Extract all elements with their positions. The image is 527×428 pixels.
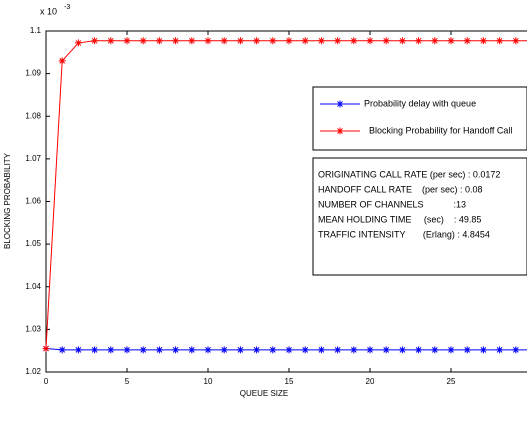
annotation: ORIGINATING CALL RATE (per sec) : 0.0172 — [318, 169, 500, 179]
x-tick-label: 25 — [447, 377, 456, 386]
legend-box — [312, 86, 527, 151]
data-point — [74, 39, 82, 47]
data-point — [285, 37, 293, 45]
legend-marker — [336, 127, 344, 135]
data-point — [301, 37, 309, 45]
annotation: NUMBER OF CHANNELS :13 — [318, 199, 466, 209]
x-tick-label: 15 — [285, 377, 294, 386]
y-tick-label: 1.06 — [25, 197, 41, 206]
data-point — [366, 37, 374, 45]
data-point — [463, 37, 471, 45]
annotation: HANDOFF CALL RATE (per sec) : 0.08 — [318, 184, 483, 194]
data-point — [431, 346, 439, 354]
data-point — [188, 37, 196, 45]
y-tick-label: 1.02 — [25, 367, 41, 376]
data-point — [107, 346, 115, 354]
y-tick-label: 1.1 — [30, 26, 42, 35]
data-point — [204, 37, 212, 45]
data-point — [447, 37, 455, 45]
data-point — [496, 37, 504, 45]
data-point — [58, 346, 66, 354]
data-point — [204, 346, 212, 354]
data-point — [42, 345, 50, 353]
data-point — [172, 346, 180, 354]
data-point — [123, 37, 131, 45]
data-point — [317, 37, 325, 45]
data-point — [107, 37, 115, 45]
data-point — [74, 346, 82, 354]
data-point — [220, 346, 228, 354]
y-tick-label: 1.08 — [25, 111, 41, 120]
x-tick-label: 0 — [44, 377, 49, 386]
legend-marker — [336, 100, 344, 108]
data-point — [139, 346, 147, 354]
y-tick-label: 1.03 — [25, 324, 41, 333]
annotation-box — [312, 157, 527, 276]
data-point — [58, 57, 66, 65]
data-point — [334, 37, 342, 45]
data-point — [382, 346, 390, 354]
data-point — [123, 346, 131, 354]
legend-label: Blocking Probability for Handoff Call — [369, 125, 512, 135]
data-point — [285, 346, 293, 354]
data-point — [91, 346, 99, 354]
x-tick-label: 10 — [204, 377, 213, 386]
y-tick-label: 1.05 — [25, 239, 41, 248]
x-axis-label: QUEUE SIZE — [240, 389, 288, 398]
x-tick-label: 5 — [125, 377, 130, 386]
data-point — [301, 346, 309, 354]
data-point — [463, 346, 471, 354]
data-point — [172, 37, 180, 45]
data-point — [415, 37, 423, 45]
data-point — [253, 37, 261, 45]
data-point — [512, 346, 520, 354]
data-point — [236, 346, 244, 354]
data-point — [382, 37, 390, 45]
data-point — [350, 37, 358, 45]
data-point — [415, 346, 423, 354]
y-multiplier-exponent: -3 — [64, 4, 70, 11]
data-point — [512, 37, 520, 45]
data-point — [269, 37, 277, 45]
legend-label: Probability delay with queue — [364, 98, 476, 108]
data-point — [269, 346, 277, 354]
data-point — [431, 37, 439, 45]
data-point — [317, 346, 325, 354]
data-point — [350, 346, 358, 354]
data-point — [366, 346, 374, 354]
data-point — [447, 346, 455, 354]
data-point — [139, 37, 147, 45]
data-point — [479, 346, 487, 354]
data-point — [253, 346, 261, 354]
data-point — [155, 346, 163, 354]
y-axis-label: BLOCKING PROBABILITY — [3, 152, 12, 249]
x-tick-label: 20 — [366, 377, 375, 386]
annotation: TRAFFIC INTENSITY (Erlang) : 4.8454 — [318, 229, 490, 239]
annotation: MEAN HOLDING TIME (sec) : 49.85 — [318, 214, 481, 224]
y-tick-label: 1.04 — [25, 282, 41, 291]
data-point — [236, 37, 244, 45]
y-multiplier: x 10 — [40, 6, 57, 16]
y-tick-label: 1.09 — [25, 69, 41, 78]
data-point — [91, 37, 99, 45]
data-point — [155, 37, 163, 45]
data-point — [188, 346, 196, 354]
data-point — [398, 37, 406, 45]
data-point — [496, 346, 504, 354]
y-tick-label: 1.07 — [25, 154, 41, 163]
data-point — [334, 346, 342, 354]
data-point — [479, 37, 487, 45]
data-point — [398, 346, 406, 354]
data-point — [220, 37, 228, 45]
